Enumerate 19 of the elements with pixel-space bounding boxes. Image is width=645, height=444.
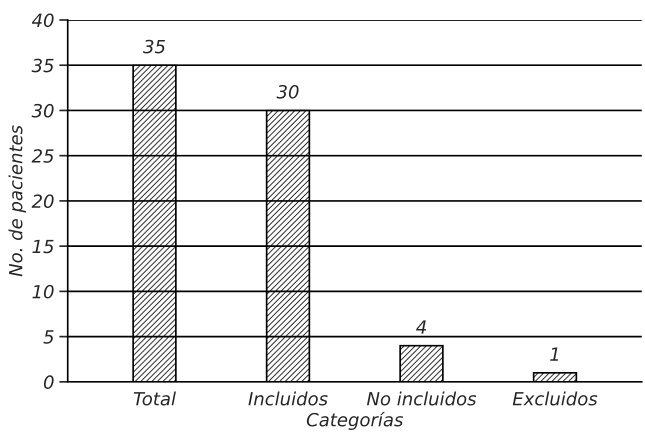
y-tick-label: 10 [32,284,54,298]
y-tick-label: 25 [32,149,54,163]
data-label: 35 [143,40,165,54]
y-tick-label: 35 [32,58,54,72]
y-tick-label: 5 [43,330,54,344]
x-tick-label: Excluidos [512,392,598,406]
y-tick-label: 20 [32,194,54,208]
x-axis-title: Categorías [306,412,404,430]
data-label: 1 [550,348,558,361]
x-tick-label: Incluidos [248,392,328,406]
x-tick-label: No incluidos [366,392,476,406]
y-axis-title: No. de pacientes [8,125,26,276]
x-tick-label: Total [134,392,176,406]
y-tick-label: 15 [32,240,54,254]
y-tick-label: 30 [32,104,54,118]
y-tick-label: 40 [32,13,54,28]
data-label: 30 [276,84,299,99]
data-label: 4 [416,320,426,334]
y-tick-label: 0 [44,375,54,389]
